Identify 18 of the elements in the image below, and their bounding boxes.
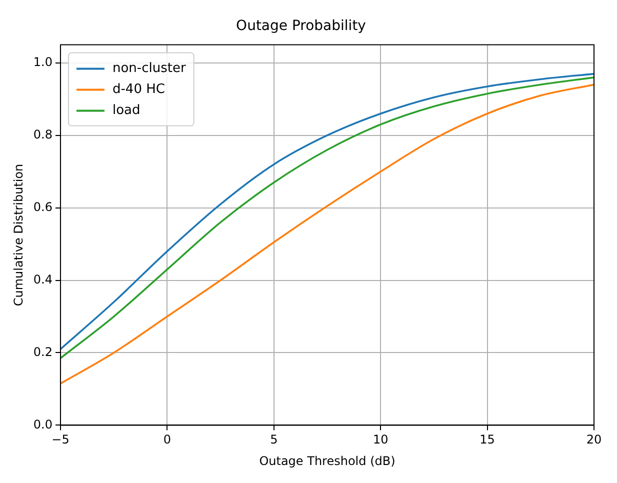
x-axis-title: Outage Threshold (dB): [259, 454, 396, 468]
y-tick-label: 0.6: [33, 200, 52, 214]
legend-label: d-40 HC: [112, 82, 165, 98]
y-tick-label: 1.0: [33, 55, 52, 70]
x-tick-label: 15: [480, 432, 495, 447]
x-tick-label: 10: [372, 432, 388, 447]
legend-label: non-cluster: [112, 61, 186, 76]
legend-label: load: [112, 103, 140, 118]
y-tick-label: 0.4: [33, 272, 52, 286]
x-tick-label: −5: [52, 432, 70, 447]
y-tick-label: 0.0: [33, 417, 52, 432]
x-tick-label: 0: [163, 432, 172, 447]
y-tick-label: 0.8: [33, 127, 52, 142]
x-tick-label: 20: [586, 432, 602, 447]
y-axis-title: Cumulative Distribution: [11, 164, 26, 306]
x-tick-label: 5: [270, 432, 278, 447]
chart-title: Outage Probability: [236, 18, 366, 34]
y-tick-label: 0.2: [33, 344, 52, 359]
